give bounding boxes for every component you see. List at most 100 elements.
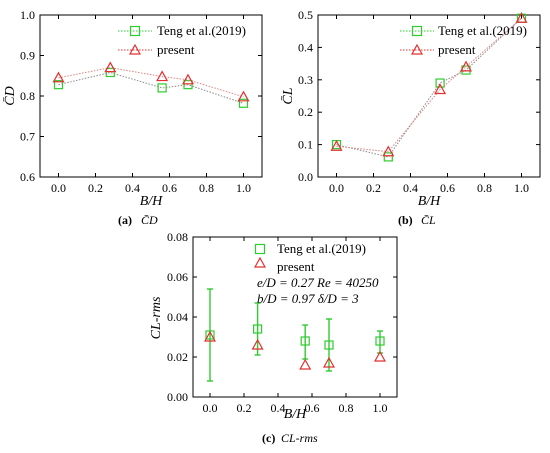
y-tick-label: 0.2 [298, 105, 313, 119]
x-tick-label: 0.0 [329, 181, 344, 195]
x-tick-label: 1.0 [236, 181, 251, 195]
x-tick-label: 0.8 [477, 181, 492, 195]
panel-c-xlabel: B/H [284, 407, 307, 422]
panel-b-legend: Teng et al.(2019) present [400, 23, 527, 57]
legend-triangle-marker [410, 43, 424, 55]
y-tick-label: 0.08 [167, 230, 188, 244]
y-tick-label: 0.0 [298, 170, 313, 184]
data-point-triangle [459, 60, 473, 72]
x-tick-label: 0.2 [237, 401, 252, 415]
panel-a-frame [39, 14, 263, 178]
series-line [58, 67, 244, 98]
legend-label-present: present [438, 42, 476, 57]
data-point-triangle [104, 61, 117, 73]
data-point-square [157, 83, 167, 93]
x-tick-label: 0.6 [440, 181, 455, 195]
y-tick-label: 0.8 [20, 89, 35, 103]
x-tick-label: 0.4 [271, 401, 286, 415]
data-point-triangle [251, 338, 264, 350]
x-tick-label: 0.8 [339, 401, 354, 415]
panel-a-caption-letter: (a) [118, 213, 132, 227]
legend-label-teng: Teng et al.(2019) [157, 23, 246, 38]
data-point-triangle [203, 330, 217, 342]
x-tick-label: 0.6 [305, 401, 320, 415]
panel-b-series [330, 12, 528, 162]
legend-square-marker [254, 243, 266, 255]
y-tick-label: 0.9 [20, 49, 35, 63]
panel-b-caption-letter: (b) [398, 213, 413, 227]
x-tick-label: 0.2 [88, 181, 103, 195]
data-point-square [105, 67, 115, 78]
data-point-square [324, 340, 334, 350]
x-tick-label: 0.0 [203, 401, 218, 415]
panel-b-frame [317, 14, 541, 178]
x-tick-label: 1.0 [514, 181, 529, 195]
data-point-square [253, 324, 263, 334]
panel-a-ticks: 0.0 0.2 0.4 0.6 0.8 1.0 0.6 0.7 0.8 0.9 1.0 [20, 8, 262, 195]
x-tick-label: 0.2 [366, 181, 381, 195]
legend-label-teng: Teng et al.(2019) [277, 241, 366, 256]
panel-a: 0.0 0.2 0.4 0.6 0.8 1.0 0.6 0.7 0.8 0.9 1.0 Teng e… [3, 8, 263, 227]
data-point-triangle [156, 70, 169, 82]
data-point-triangle [181, 73, 195, 85]
data-point-square [435, 78, 445, 88]
series-line [336, 17, 522, 158]
legend-label-present: present [157, 42, 195, 57]
x-tick-label: 1.0 [373, 401, 388, 415]
data-point-triangle [434, 83, 447, 95]
panel-b-xlabel: B/H [418, 194, 441, 209]
data-point-square [383, 152, 393, 162]
panel-b: 0.0 0.2 0.4 0.6 0.8 1.0 0.0 0.1 0.2 0.3 0.4 0.5 Ten… [281, 8, 541, 227]
y-tick-label: 0.04 [167, 310, 188, 324]
y-tick-label: 0.6 [20, 170, 35, 184]
legend-label-present: present [277, 259, 315, 274]
data-point-triangle [299, 358, 312, 370]
y-tick-label: 0.4 [298, 40, 313, 54]
legend-label-teng: Teng et al.(2019) [438, 23, 527, 38]
data-point-triangle [373, 350, 387, 362]
panel-c-caption-symbol: CL-rms [281, 431, 318, 445]
panel-c-caption-letter: (c) [262, 431, 275, 445]
data-point-triangle [515, 12, 528, 23]
data-point-triangle [52, 71, 65, 83]
annotation-params-line2: b/D = 0.97 δ/D = 3 [257, 291, 359, 306]
x-tick-label: 0.4 [403, 181, 418, 195]
data-point-triangle [237, 90, 250, 102]
data-point-triangle [330, 139, 343, 151]
data-point-square [53, 80, 64, 90]
data-point-square [183, 80, 193, 90]
y-tick-label: 1.0 [20, 8, 35, 22]
data-point-triangle [382, 145, 395, 157]
panel-c-series [203, 288, 387, 382]
panel-b-ticks: 0.0 0.2 0.4 0.6 0.8 1.0 0.0 0.1 0.2 0.3 0.4 0.5 [298, 8, 540, 195]
panel-c-ylabel: CL-rms [149, 296, 164, 339]
data-point-square [300, 336, 310, 346]
y-tick-label: 0.00 [167, 390, 188, 404]
panel-a-caption-symbol: C̄D [141, 213, 158, 227]
y-tick-label: 0.5 [298, 8, 313, 22]
annotation-params-line1: e/D = 0.27 Re = 40250 [257, 275, 379, 290]
legend-square-marker [129, 25, 141, 37]
y-tick-label: 0.06 [167, 270, 188, 284]
x-tick-label: 0.8 [199, 181, 214, 195]
legend-square-marker [411, 25, 423, 37]
data-point-square [375, 336, 385, 346]
panel-b-ylabel: C̄L [281, 87, 296, 104]
panel-a-legend: Teng et al.(2019) present [118, 23, 246, 57]
y-tick-label: 0.7 [20, 130, 35, 144]
panel-a-ylabel: C̄D [3, 86, 18, 105]
data-point-triangle [322, 356, 336, 368]
y-tick-label: 0.3 [298, 73, 313, 87]
legend-triangle-marker [128, 43, 142, 55]
x-tick-label: 0.0 [51, 181, 66, 195]
series-line [336, 17, 522, 153]
panel-c: 0.0 0.2 0.4 0.6 0.8 1.0 0.00 0.02 0.04 0.06 0.08 T… [149, 230, 398, 445]
panel-a-xlabel: B/H [140, 194, 163, 209]
panel-c-ticks: 0.0 0.2 0.4 0.6 0.8 1.0 0.00 0.02 0.04 0.06 0.08 [167, 230, 397, 415]
legend-triangle-marker [253, 256, 267, 268]
y-tick-label: 0.02 [167, 350, 188, 364]
x-tick-label: 0.4 [125, 181, 140, 195]
y-tick-label: 0.1 [298, 138, 313, 152]
x-tick-label: 0.6 [162, 181, 177, 195]
